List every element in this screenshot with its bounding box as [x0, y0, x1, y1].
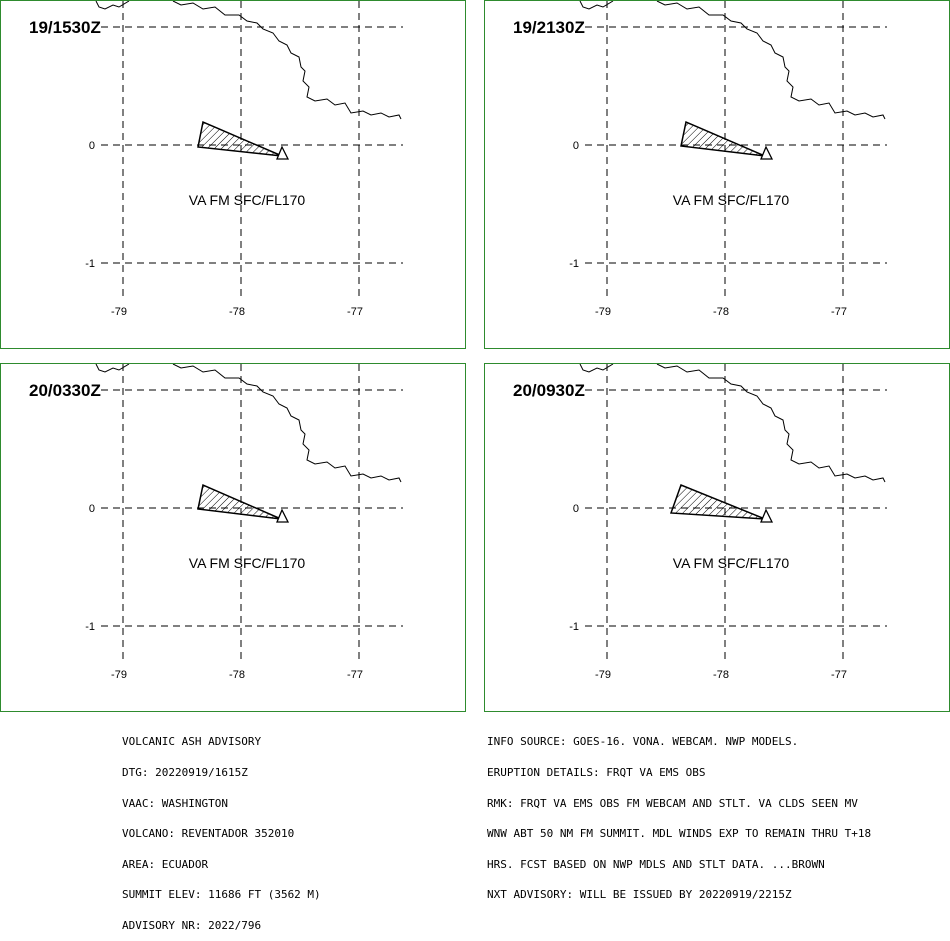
- forecast-panel-3: 0 -1 -79 -78 -77 VA FM SFC/FL170 20/0330Z: [0, 363, 466, 712]
- lon-label: -78: [229, 669, 245, 681]
- advisory-line: ERUPTION DETAILS: FRQT VA EMS OBS: [487, 766, 706, 779]
- lon-label: -77: [347, 669, 363, 681]
- lat-label: -1: [85, 621, 95, 633]
- panel-time-label: 20/0330Z: [29, 381, 101, 400]
- lat-label: 0: [573, 503, 579, 515]
- forecast-panel-2: 0 -1 -79 -78 -77 VA FM SFC/FL170 19/2130Z: [484, 0, 950, 349]
- map-svg: 0 -1 -79 -78 -77 VA FM SFC/FL170: [85, 1, 403, 318]
- advisory-details-block: INFO SOURCE: GOES-16. VONA. WEBCAM. NWP …: [487, 717, 871, 911]
- lat-label: 0: [573, 140, 579, 152]
- advisory-line: HRS. FCST BASED ON NWP MDLS AND STLT DAT…: [487, 857, 825, 871]
- advisory-line: AREA: ECUADOR: [122, 857, 209, 871]
- va-level-label: VA FM SFC/FL170: [673, 555, 790, 571]
- ash-cloud-polygon: [197, 120, 283, 157]
- lon-label: -77: [831, 306, 847, 318]
- lon-label: -78: [229, 306, 245, 318]
- lon-label: -79: [111, 306, 127, 318]
- ash-cloud-polygon: [197, 483, 282, 520]
- advisory-line: VAAC: WASHINGTON: [122, 796, 228, 810]
- advisory-line: ADVISORY NR: 2022/796: [122, 918, 262, 932]
- volcano-icon: [760, 508, 774, 523]
- advisory-header-block: VOLCANIC ASH ADVISORY DTG: 20220919/1615…: [122, 717, 321, 941]
- advisory-line: RMK: FRQT VA EMS OBS FM WEBCAM AND STLT.…: [487, 796, 858, 810]
- advisory-line: VOLCANO: REVENTADOR 352010: [122, 827, 295, 841]
- forecast-panel-1: 0 -1 -79 -78 -77 VA FM SFC/FL170 19/1530Z: [0, 0, 466, 349]
- lat-label: -1: [569, 258, 579, 270]
- coastline: [579, 364, 886, 483]
- lon-label: -79: [595, 669, 611, 681]
- advisory-line: NXT ADVISORY: WILL BE ISSUED BY 20220919…: [487, 888, 792, 902]
- map-svg: 0 -1 -79 -78 -77 VA FM SFC/FL170: [85, 364, 403, 681]
- advisory-line: VOLCANIC ASH ADVISORY: [122, 735, 262, 749]
- panel-time-label: 19/2130Z: [513, 18, 585, 37]
- va-level-label: VA FM SFC/FL170: [189, 192, 306, 208]
- lat-label: -1: [569, 621, 579, 633]
- lon-label: -79: [595, 306, 611, 318]
- va-level-label: VA FM SFC/FL170: [673, 192, 790, 208]
- panel-time-label: 19/1530Z: [29, 18, 101, 37]
- lat-label: 0: [89, 140, 95, 152]
- advisory-line: DTG: 20220919/1615Z: [122, 766, 248, 779]
- volcano-icon: [760, 145, 774, 160]
- coastline: [95, 364, 402, 483]
- lon-label: -78: [713, 306, 729, 318]
- lat-label: 0: [89, 503, 95, 515]
- advisory-line: INFO SOURCE: GOES-16. VONA. WEBCAM. NWP …: [487, 735, 799, 749]
- forecast-panel-4: 0 -1 -79 -78 -77 VA FM SFC/FL170 20/0930Z: [484, 363, 950, 712]
- lon-label: -79: [111, 669, 127, 681]
- volcano-icon: [276, 508, 290, 523]
- map-svg: 0 -1 -79 -78 -77 VA FM SFC/FL170: [569, 1, 887, 318]
- ash-cloud-polygon: [669, 484, 766, 520]
- lon-label: -77: [347, 306, 363, 318]
- advisory-line: WNW ABT 50 NM FM SUMMIT. MDL WINDS EXP T…: [487, 827, 872, 841]
- coastline: [95, 1, 402, 120]
- va-level-label: VA FM SFC/FL170: [189, 555, 306, 571]
- lon-label: -78: [713, 669, 729, 681]
- coastline: [579, 1, 886, 120]
- panel-time-label: 20/0930Z: [513, 381, 585, 400]
- advisory-line: SUMMIT ELEV: 11686 FT (3562 M): [122, 888, 321, 902]
- volcano-icon: [276, 145, 290, 160]
- lat-label: -1: [85, 258, 95, 270]
- lon-label: -77: [831, 669, 847, 681]
- map-svg: 0 -1 -79 -78 -77 VA FM SFC/FL170: [569, 364, 887, 681]
- ash-cloud-polygon: [680, 120, 766, 157]
